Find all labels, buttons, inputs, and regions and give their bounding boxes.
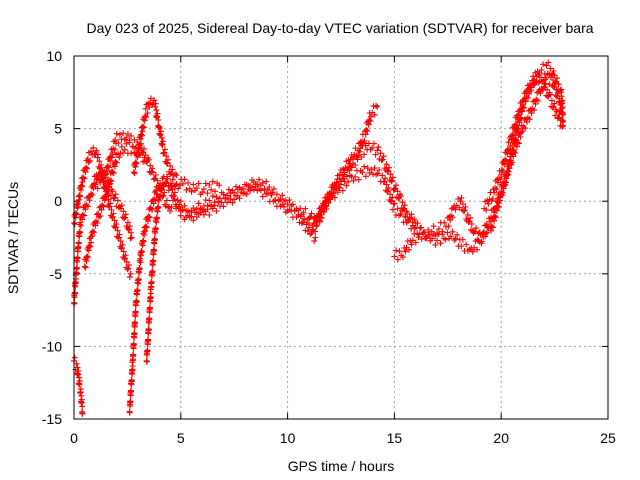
series-markers [306,102,381,229]
series-arc-1 [71,354,86,417]
series-arc-5 [92,130,184,215]
y-tick-label: -10 [42,338,62,354]
y-tick-label: 5 [54,121,62,137]
x-tick-label: 25 [600,430,616,446]
chart-title: Day 023 of 2025, Sidereal Day-to-day VTE… [86,20,593,36]
plot-frame [73,55,609,420]
x-tick-label: 15 [387,430,403,446]
y-tick-label: 10 [46,48,62,64]
series-arc-8 [130,95,180,179]
series-arc-9 [177,140,419,230]
series-arc-13 [481,73,567,213]
series-markers [143,173,319,365]
x-tick-label: 20 [493,430,509,446]
series-arc-10 [306,102,381,229]
y-tick-labels: -15 -10 -5 0 5 10 [42,48,62,427]
y-tick-label: -5 [50,266,63,282]
y-axis-label: SDTVAR / TECUs [5,182,21,294]
x-tick-label: 0 [70,430,78,446]
x-tick-label: 10 [280,430,296,446]
series-arc-6 [126,171,223,416]
y-tick-label: -15 [42,411,62,427]
series-markers [71,144,134,281]
x-tick-label: 5 [177,430,185,446]
x-axis-label: GPS time / hours [288,458,395,474]
y-tick-label: 0 [54,193,62,209]
series-markers [92,130,184,215]
series-markers [126,171,223,416]
series-markers [130,95,180,179]
series-arc-3 [71,144,134,281]
x-tick-labels: 0 5 10 15 20 25 [70,430,616,446]
series-markers [177,140,419,230]
series-markers [71,354,86,417]
data-series [71,59,567,417]
series-markers [481,73,567,213]
series-arc-7 [143,173,319,365]
